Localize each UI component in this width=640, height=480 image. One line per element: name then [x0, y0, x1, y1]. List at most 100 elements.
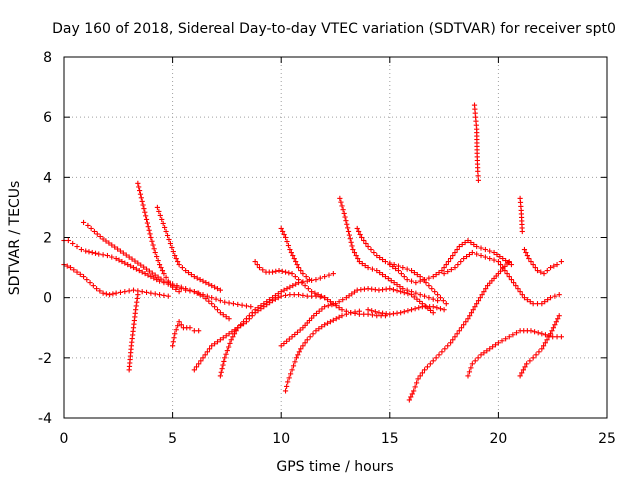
data-point	[530, 261, 536, 268]
data-point	[456, 243, 462, 250]
data-point-interp	[284, 383, 290, 390]
data-point-interp	[336, 305, 342, 311]
data-point-interp	[408, 278, 415, 284]
data-point-interp	[369, 312, 376, 318]
data-point	[130, 287, 137, 293]
data-point-interp	[223, 314, 229, 320]
data-point-interp	[166, 236, 172, 243]
data-point	[67, 264, 74, 271]
data-point-interp	[329, 302, 335, 308]
data-point-interp	[302, 340, 308, 346]
data-point	[469, 361, 475, 367]
data-point-interp	[300, 343, 306, 349]
data-point	[170, 284, 176, 290]
data-point-interp	[440, 298, 446, 304]
data-point-interp	[163, 274, 169, 280]
data-point	[298, 346, 304, 352]
data-point-interp	[159, 267, 166, 274]
data-point	[209, 283, 215, 289]
data-point	[289, 367, 295, 373]
data-point-interp	[117, 289, 124, 296]
data-point	[421, 277, 428, 283]
data-point	[295, 292, 302, 298]
data-point-interp	[555, 316, 561, 322]
data-point	[456, 328, 462, 334]
data-point-interp	[313, 310, 320, 317]
data-point-interp	[238, 322, 244, 328]
data-point	[439, 349, 445, 355]
data-point-interp	[479, 292, 485, 298]
data-point	[183, 267, 189, 274]
data-point-interp	[151, 246, 157, 252]
data-point	[230, 301, 237, 307]
data-point-interp	[197, 277, 203, 283]
data-point	[126, 254, 132, 260]
data-point	[143, 266, 150, 272]
data-point	[78, 246, 84, 253]
data-point-interp	[417, 298, 423, 305]
data-point-interp	[286, 375, 292, 381]
data-point	[117, 248, 124, 254]
data-point-interp	[423, 280, 429, 286]
data-point	[475, 168, 481, 174]
data-point	[176, 319, 182, 325]
axes: 0 5 10 15 20 25 -4 -2 0 2 4 6 8	[38, 50, 616, 447]
data-point	[426, 283, 432, 289]
data-point-interp	[90, 283, 96, 289]
data-point-interp	[275, 291, 281, 297]
data-point-interp	[77, 271, 83, 277]
data-point-interp	[273, 268, 279, 274]
data-point	[475, 177, 482, 183]
data-point	[256, 264, 263, 271]
data-point-interp	[523, 249, 529, 256]
data-point	[487, 255, 493, 262]
data-point	[228, 337, 234, 343]
x-axis-label: GPS time / hours	[276, 459, 393, 475]
data-point-interp	[412, 384, 418, 390]
data-point-interp	[542, 332, 549, 338]
data-point	[295, 264, 302, 271]
y-tick-label: -2	[38, 351, 52, 367]
data-point	[291, 255, 297, 262]
data-point	[374, 313, 380, 319]
data-point-interp	[114, 246, 121, 252]
data-point-interp	[362, 262, 368, 269]
data-point-interp	[164, 232, 171, 239]
data-point	[148, 234, 154, 241]
data-point-interp	[246, 313, 252, 319]
data-point	[91, 228, 98, 235]
data-point	[152, 249, 158, 256]
data-point	[417, 292, 423, 298]
data-point-interp	[411, 269, 418, 276]
data-point	[374, 267, 380, 274]
data-point	[289, 334, 295, 340]
data-point	[191, 274, 197, 280]
data-point-interp	[528, 258, 534, 265]
data-point-interp	[357, 231, 363, 238]
data-point	[345, 228, 352, 235]
data-point-interp	[527, 358, 533, 364]
data-point-interp	[147, 231, 153, 237]
data-point-interp	[445, 268, 451, 275]
data-point	[243, 316, 250, 322]
data-point-interp	[155, 257, 161, 264]
data-point-interp	[295, 352, 301, 358]
data-point-interp	[319, 306, 325, 312]
data-point-interp	[174, 283, 180, 289]
data-point-interp	[202, 352, 208, 358]
data-point	[421, 367, 428, 373]
data-point-interp	[491, 257, 497, 263]
data-point	[513, 283, 519, 289]
data-point	[439, 267, 445, 274]
data-point	[287, 292, 293, 298]
data-point	[178, 284, 184, 290]
data-point-interp	[294, 329, 301, 335]
data-point-interp	[517, 289, 523, 295]
data-point-interp	[150, 242, 156, 248]
data-point-interp	[155, 274, 161, 280]
data-point-interp	[532, 329, 538, 335]
y-tick-label: 0	[43, 291, 52, 307]
data-point	[519, 228, 525, 235]
data-point-interp	[433, 272, 439, 278]
data-point-interp	[284, 238, 290, 245]
